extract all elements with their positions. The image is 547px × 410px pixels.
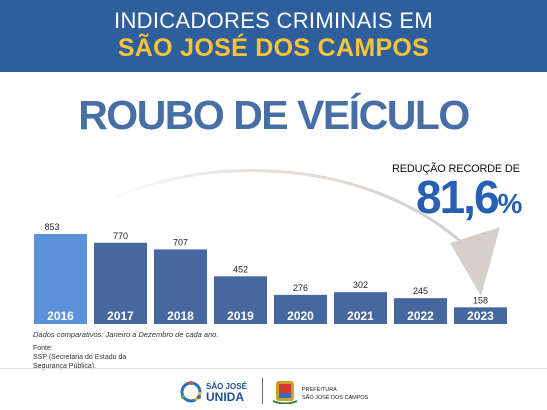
logo-right-line2: SÃO JOSÉ DOS CAMPOS (302, 395, 369, 401)
reduction-unit: % (497, 188, 523, 219)
year-label-2021: 2021 (347, 309, 374, 323)
bar-2020 (274, 294, 327, 324)
logo-left-line2: UNIDA (206, 390, 244, 404)
value-label-2017: 770 (113, 231, 128, 241)
sao-jose-unida-text: SÃO JOSÉ UNIDA (206, 381, 247, 403)
bar-2021 (334, 292, 387, 324)
header-title-line2: SÃO JOSÉ DOS CAMPOS (117, 34, 430, 62)
value-label-2016: 853 (44, 222, 59, 232)
comparison-note: Dados comparativos: Janeiro a Dezembro d… (33, 330, 219, 339)
year-label-2020: 2020 (287, 309, 314, 323)
prefeitura-text: PREFEITURA SÃO JOSÉ DOS CAMPOS (302, 386, 368, 402)
source-text: SSP (Secretaria do Estado da Segurança P… (33, 354, 127, 370)
decline-arrowhead (450, 227, 500, 296)
bar-2023 (454, 307, 507, 324)
reduction-number: 81,6 (416, 171, 500, 223)
header-title-line1: INDICADORES CRIMINAIS EM (114, 8, 433, 33)
chart-title: ROUBO DE VEÍCULO (78, 92, 470, 138)
header-banner: INDICADORES CRIMINAIS EM SÃO JOSÉ DOS CA… (0, 0, 547, 72)
value-label-2018: 707 (173, 237, 188, 247)
prefeitura-crest-icon (272, 381, 298, 404)
reduction-value: 81,6% (416, 170, 522, 224)
year-label-2022: 2022 (407, 309, 434, 323)
bar-2017 (94, 242, 147, 324)
value-label-2023: 158 (473, 295, 488, 305)
value-label-2022: 245 (413, 286, 428, 296)
bar-2019 (214, 276, 267, 324)
bar-chart: 853 2016 770 2017 707 2018 452 2019 276 2020 302 20… (34, 169, 507, 324)
year-label-2018: 2018 (167, 309, 194, 323)
bar-2022 (394, 298, 447, 324)
logo-right-line1: PREFEITURA (302, 387, 337, 393)
source-title: Fonte: (33, 345, 53, 352)
value-label-2019: 452 (233, 264, 248, 274)
logo-divider (262, 378, 263, 404)
logo-left-line1: SÃO JOSÉ (206, 382, 247, 391)
year-label-2019: 2019 (227, 309, 254, 323)
year-label-2023: 2023 (467, 309, 494, 323)
bar-2018 (154, 249, 207, 324)
year-label-2016: 2016 (47, 309, 74, 323)
footer-divider (0, 368, 547, 369)
decline-arrow (59, 169, 472, 252)
sao-jose-unida-logo-icon (180, 381, 202, 403)
value-label-2020: 276 (293, 283, 308, 293)
bar-2016 (34, 234, 87, 324)
value-label-2021: 302 (353, 280, 368, 290)
year-label-2017: 2017 (107, 309, 134, 323)
reduction-label: REDUÇÃO RECORDE DE (392, 163, 520, 175)
source-block: Fonte: SSP (Secretaria do Estado da Segu… (33, 344, 153, 371)
